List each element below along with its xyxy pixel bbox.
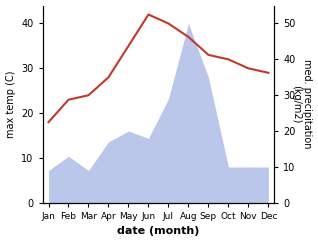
Y-axis label: med. precipitation
(kg/m2): med. precipitation (kg/m2) [291, 60, 313, 149]
Y-axis label: max temp (C): max temp (C) [5, 70, 16, 138]
X-axis label: date (month): date (month) [117, 227, 200, 236]
